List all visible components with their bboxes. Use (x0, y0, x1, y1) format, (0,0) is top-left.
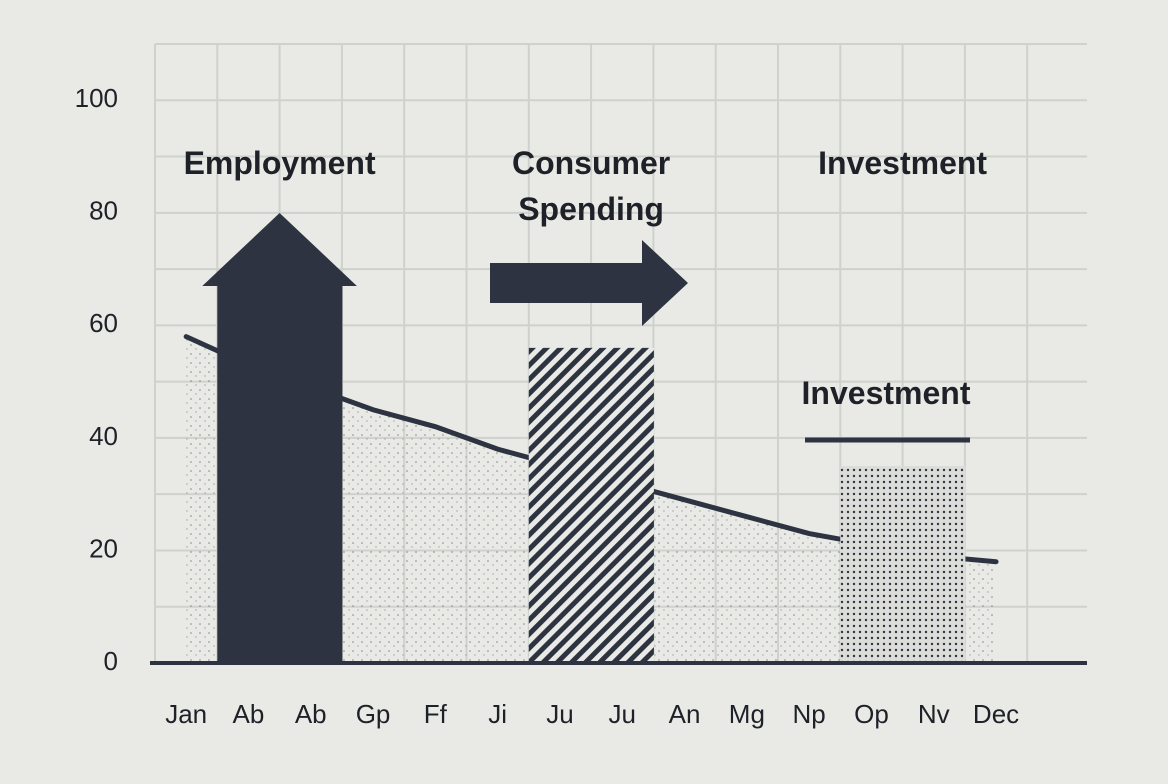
x-tick-label: Jan (165, 699, 207, 729)
series-label: Employment (183, 145, 376, 181)
bar (840, 466, 904, 663)
x-tick-label: Ju (546, 699, 573, 729)
x-tick-label: An (669, 699, 701, 729)
bar (279, 285, 343, 663)
series-label: Investment (818, 145, 988, 181)
bar (217, 285, 281, 663)
bar (528, 347, 592, 663)
arrow-head (202, 212, 357, 286)
y-tick-label: 0 (104, 646, 118, 676)
x-tick-label: Np (793, 699, 826, 729)
x-tick-label: Dec (973, 699, 1019, 729)
arrow-decoration (490, 240, 688, 326)
y-tick-label: 40 (89, 421, 118, 451)
x-tick-label: Mg (729, 699, 765, 729)
x-tick-label: Ab (233, 699, 265, 729)
bar (902, 466, 966, 663)
y-tick-label: 80 (89, 196, 118, 226)
y-tick-label: 20 (89, 533, 118, 563)
series-label: Investment (801, 375, 971, 411)
x-tick-label: Op (854, 699, 889, 729)
x-tick-label: Ju (609, 699, 636, 729)
x-tick-label: Nv (918, 699, 950, 729)
x-tick-label: Ab (295, 699, 327, 729)
bar (591, 347, 654, 663)
y-tick-label: 60 (89, 308, 118, 338)
series-label: Consumer Spending (511, 145, 671, 227)
x-tick-label: Ff (424, 699, 448, 729)
y-tick-label: 100 (75, 83, 118, 113)
x-tick-label: Gp (356, 699, 391, 729)
x-tick-label: Ji (488, 699, 507, 729)
